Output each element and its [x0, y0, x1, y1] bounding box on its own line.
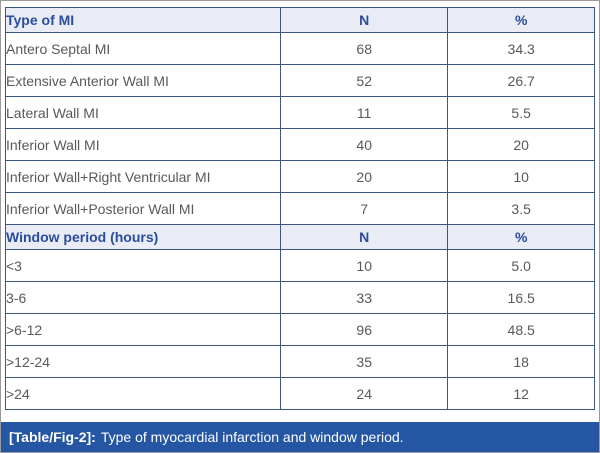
- header-cell-pct: %: [447, 224, 595, 250]
- row-n-cell: 11: [280, 96, 449, 129]
- row-label-cell: Lateral Wall MI: [4, 96, 282, 129]
- row-n-cell: 24: [280, 377, 449, 410]
- header-cell-type-of-mi: Type of MI: [4, 7, 282, 33]
- table-row: Extensive Anterior Wall MI 52 26.7: [4, 64, 595, 97]
- caption-tag: [Table/Fig-2]:: [9, 429, 96, 445]
- table-row: Inferior Wall MI 40 20: [4, 128, 595, 161]
- row-label-cell: Inferior Wall MI: [4, 128, 282, 161]
- row-pct-cell: 20: [447, 128, 595, 161]
- row-label-cell: >12-24: [4, 345, 282, 378]
- row-n-cell: 33: [280, 281, 449, 314]
- table-row: 3-6 33 16.5: [4, 281, 595, 314]
- table-row: Antero Septal MI 68 34.3: [4, 32, 595, 65]
- row-pct-cell: 5.0: [447, 249, 595, 282]
- header-row-window-period: Window period (hours) N %: [4, 224, 595, 250]
- row-pct-cell: 12: [447, 377, 595, 410]
- row-pct-cell: 26.7: [447, 64, 595, 97]
- row-pct-cell: 34.3: [447, 32, 595, 65]
- table-row: >12-24 35 18: [4, 345, 595, 378]
- mi-table: Type of MI N % Antero Septal MI 68 34.3 …: [4, 7, 595, 410]
- row-label-cell: Inferior Wall+Right Ventricular MI: [4, 160, 282, 193]
- row-label-cell: >24: [4, 377, 282, 410]
- row-n-cell: 96: [280, 313, 449, 346]
- row-n-cell: 35: [280, 345, 449, 378]
- row-label-cell: Antero Septal MI: [4, 32, 282, 65]
- table-row: Inferior Wall+Posterior Wall MI 7 3.5: [4, 192, 595, 225]
- row-pct-cell: 18: [447, 345, 595, 378]
- row-n-cell: 7: [280, 192, 449, 225]
- table-row: <3 10 5.0: [4, 249, 595, 282]
- row-n-cell: 40: [280, 128, 449, 161]
- row-n-cell: 20: [280, 160, 449, 193]
- caption-bar: [Table/Fig-2]: Type of myocardial infarc…: [1, 422, 599, 452]
- header-cell-n: N: [280, 7, 449, 33]
- row-pct-cell: 48.5: [447, 313, 595, 346]
- row-label-cell: <3: [4, 249, 282, 282]
- row-n-cell: 10: [280, 249, 449, 282]
- table-row: >6-12 96 48.5: [4, 313, 595, 346]
- header-cell-pct: %: [447, 7, 595, 33]
- header-cell-window-period: Window period (hours): [4, 224, 282, 250]
- table-row: Inferior Wall+Right Ventricular MI 20 10: [4, 160, 595, 193]
- row-pct-cell: 3.5: [447, 192, 595, 225]
- row-label-cell: Extensive Anterior Wall MI: [4, 64, 282, 97]
- row-label-cell: 3-6: [4, 281, 282, 314]
- row-pct-cell: 5.5: [447, 96, 595, 129]
- table-row: >24 24 12: [4, 377, 595, 410]
- caption-text: Type of myocardial infarction and window…: [100, 429, 404, 445]
- row-n-cell: 68: [280, 32, 449, 65]
- header-row-type-of-mi: Type of MI N %: [4, 7, 595, 33]
- row-n-cell: 52: [280, 64, 449, 97]
- table-row: Lateral Wall MI 11 5.5: [4, 96, 595, 129]
- row-label-cell: >6-12: [4, 313, 282, 346]
- table-wrap: Type of MI N % Antero Septal MI 68 34.3 …: [4, 7, 595, 420]
- row-pct-cell: 10: [447, 160, 595, 193]
- row-label-cell: Inferior Wall+Posterior Wall MI: [4, 192, 282, 225]
- row-pct-cell: 16.5: [447, 281, 595, 314]
- header-cell-n: N: [280, 224, 449, 250]
